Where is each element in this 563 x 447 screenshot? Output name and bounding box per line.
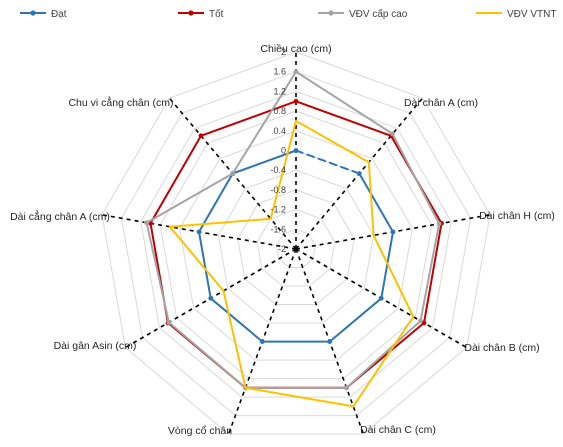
series-0-point [356, 171, 362, 176]
series-3-segment [352, 315, 415, 408]
tick-label: 0.8 [273, 106, 286, 116]
grid-ring [120, 71, 472, 417]
grid-ring [276, 228, 316, 268]
series-3-segment [168, 217, 272, 228]
series-3-segment [244, 386, 355, 408]
series-0-segment [295, 149, 361, 175]
series-2-point [144, 220, 150, 226]
series-0-point [293, 148, 299, 153]
series-3-segment [372, 234, 415, 318]
series-3 [168, 119, 415, 408]
grid-ring [140, 90, 452, 398]
series-1 [148, 98, 444, 391]
series-1-point [293, 98, 299, 104]
tick-label: -0.8 [270, 185, 286, 195]
tick-label: 0.4 [273, 126, 286, 136]
category-label: Dài cẳng chân A (cm) [10, 210, 110, 223]
tick-label: -2 [278, 244, 286, 254]
series-0-point [259, 339, 265, 344]
series-0-segment [358, 172, 394, 233]
series-0-point [327, 339, 333, 344]
series-3-segment [269, 119, 297, 220]
series-2-point [166, 320, 172, 325]
series-0-segment [231, 149, 297, 175]
series-2-point [293, 69, 299, 75]
series-3-segment [222, 289, 247, 389]
series-2-point [390, 131, 395, 137]
series-2-point [230, 171, 236, 176]
category-label: Dài chân H (cm) [479, 210, 555, 222]
series-3-segment [367, 161, 375, 237]
tick-label: -1.2 [270, 205, 286, 215]
legend-label: Đạt [51, 9, 67, 20]
series-2-segment [167, 321, 247, 389]
grid-ring [179, 130, 413, 361]
series-0-point [390, 229, 396, 235]
series-3-segment [295, 119, 370, 164]
tick-label: 1.2 [273, 86, 286, 96]
series-2-point [418, 318, 423, 324]
category-label: Dài gân Asin (cm) [54, 340, 137, 352]
grid-ring [217, 169, 375, 324]
series-3-segment [168, 225, 225, 292]
category-label: Dài chân A (cm) [404, 97, 478, 109]
series-1-point [198, 133, 204, 139]
series-1-segment [423, 222, 443, 324]
series-1-segment [295, 100, 392, 137]
category-label: Chiều cao (cm) [260, 43, 331, 55]
tick-label: 1.6 [273, 67, 286, 77]
legend-label: Tốt [209, 8, 224, 20]
series-2-segment [231, 70, 297, 175]
series-0-point [208, 295, 214, 301]
series-2-segment [419, 222, 441, 322]
series-0-segment [198, 230, 212, 300]
series-0-point [378, 295, 384, 301]
legend-marker [188, 10, 194, 16]
series-1-segment [149, 134, 202, 225]
series-0-segment [209, 297, 264, 343]
tick-label: 2 [281, 47, 286, 57]
category-label: Dài chân B (cm) [464, 342, 539, 354]
series-2-segment [345, 319, 422, 389]
series-0-point [196, 229, 202, 235]
grid-ring [256, 209, 336, 287]
series-1-segment [200, 100, 297, 137]
series-2-point [344, 385, 349, 391]
grid-ring [159, 110, 433, 380]
legend-marker [30, 10, 36, 16]
grid-group [101, 51, 491, 435]
grid-ring [101, 51, 491, 435]
series-2 [144, 69, 442, 391]
series-0-segment [328, 297, 383, 343]
series-2-point [436, 221, 442, 227]
tick-label: -1.6 [270, 224, 286, 234]
legend-label: VĐV VTNT [507, 9, 556, 20]
category-label: Dài chân C (cm) [360, 424, 436, 436]
legend-marker [328, 10, 334, 16]
legend-group: Đạt Tốt VĐV cấp cao VĐV VTNT [20, 8, 556, 20]
tick-label: -0.4 [270, 165, 286, 175]
series-1-point [421, 320, 427, 326]
series-2-segment [145, 172, 234, 224]
series-2-segment [295, 70, 394, 135]
category-label: Chu vi cẳng chân (cm) [68, 96, 173, 109]
series-2-segment [145, 221, 170, 324]
series-0-segment [198, 172, 234, 233]
category-label: Vòng cổ chân [168, 425, 232, 437]
legend-label: VĐV cấp cao [349, 8, 408, 20]
series-2-segment [391, 132, 441, 225]
tick-label: 0 [281, 146, 286, 156]
